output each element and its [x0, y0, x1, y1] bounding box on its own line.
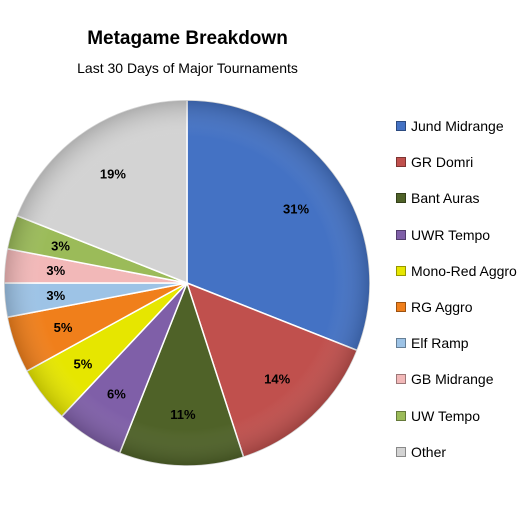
- legend-swatch: [396, 121, 406, 131]
- legend-label: UW Tempo: [411, 407, 480, 424]
- legend-item-gr-domri: GR Domri: [396, 151, 473, 173]
- legend-swatch: [396, 193, 406, 204]
- legend-label: GR Domri: [411, 154, 474, 171]
- legend-item-uw-tempo: UW Tempo: [396, 405, 480, 427]
- slice-label-uw-tempo: 3%: [51, 239, 70, 254]
- legend-swatch: [396, 229, 406, 240]
- legend-swatch: [396, 157, 406, 168]
- chart-title: Metagame Breakdown: [87, 28, 288, 49]
- legend-item-uwr-tempo: UWR Tempo: [396, 224, 490, 246]
- legend-label: GB Midrange: [411, 371, 494, 388]
- legend-label: Bant Auras: [411, 190, 480, 207]
- legend-label: RG Aggro: [411, 299, 473, 315]
- legend-swatch: [396, 302, 406, 312]
- slice-label-mono-red-aggro: 5%: [74, 356, 93, 371]
- legend-item-bant-auras: Bant Auras: [396, 187, 480, 209]
- slice-label-bant-auras: 11%: [170, 407, 196, 422]
- chart-subtitle: Last 30 Days of Major Tournaments: [77, 60, 298, 76]
- slice-label-rg-aggro: 5%: [54, 320, 73, 335]
- slice-label-gb-midrange: 3%: [46, 263, 65, 278]
- slice-label-jund-midrange: 31%: [283, 201, 309, 216]
- legend-swatch: [396, 374, 406, 385]
- legend-swatch: [396, 265, 406, 276]
- legend-label: UWR Tempo: [411, 226, 491, 243]
- legend-label: Elf Ramp: [411, 335, 469, 352]
- legend-label: Jund Midrange: [411, 118, 504, 134]
- legend-label: Other: [411, 443, 447, 460]
- legend-swatch: [396, 410, 406, 421]
- legend-item-gb-midrange: GB Midrange: [396, 368, 493, 390]
- legend-swatch: [396, 338, 406, 349]
- legend-swatch: [396, 446, 406, 457]
- legend-item-jund-midrange: Jund Midrange: [396, 115, 504, 137]
- slice-label-gr-domri: 14%: [264, 372, 290, 387]
- legend-item-rg-aggro: RG Aggro: [396, 296, 472, 318]
- legend-item-mono-red-aggro: Mono-Red Aggro: [396, 260, 517, 282]
- slice-labels: 31% 14% 11% 6% 5% 5% 3% 3% 3% 19%: [46, 167, 309, 423]
- legend-item-elf-ramp: Elf Ramp: [396, 332, 469, 354]
- slice-label-elf-ramp: 3%: [46, 288, 65, 303]
- slice-label-other: 19%: [100, 167, 126, 182]
- legend-item-other: Other: [396, 441, 446, 463]
- slice-label-uwr-tempo: 6%: [107, 387, 126, 402]
- legend-label: Mono-Red Aggro: [411, 262, 517, 279]
